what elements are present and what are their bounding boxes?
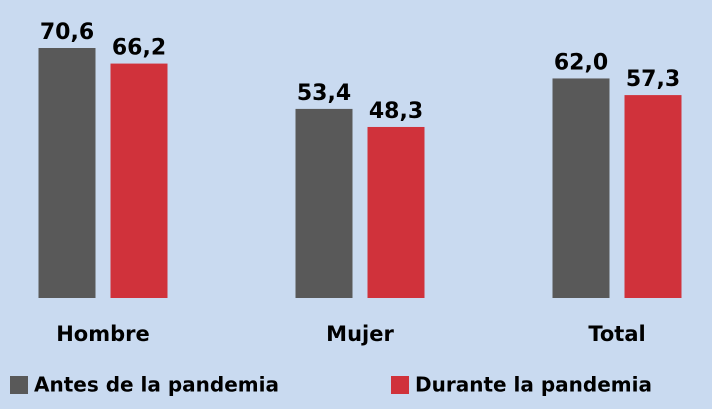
legend-swatch [391, 376, 409, 394]
bar [38, 48, 96, 298]
x-tick-label: Mujer [326, 322, 394, 346]
bar [295, 108, 353, 298]
data-label: 48,3 [369, 99, 423, 124]
x-tick-label: Hombre [56, 322, 150, 346]
bar [367, 126, 425, 298]
data-label: 66,2 [112, 36, 166, 61]
bar [552, 78, 610, 299]
bar [624, 95, 682, 298]
legend-swatch [10, 376, 28, 394]
legend-label: Antes de la pandemia [34, 373, 279, 397]
data-label: 70,6 [40, 20, 94, 45]
x-tick-label: Total [588, 322, 645, 346]
data-label: 53,4 [297, 81, 351, 106]
bar [110, 63, 168, 299]
data-label: 62,0 [554, 50, 608, 75]
legend-label: Durante la pandemia [415, 373, 652, 397]
data-label: 57,3 [626, 67, 680, 92]
